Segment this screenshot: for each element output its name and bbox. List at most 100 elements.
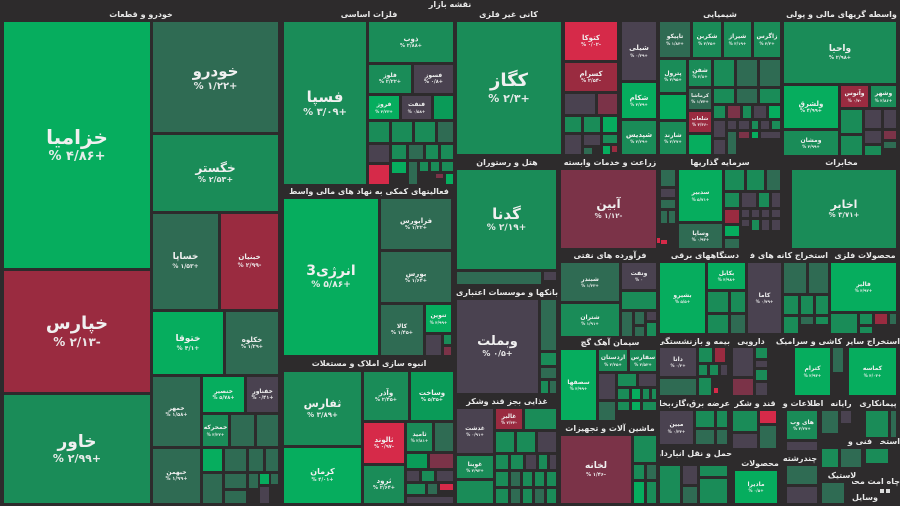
tile-kala[interactable]: کالا +۱/۴۵ % xyxy=(381,305,423,355)
tile-chem-s23[interactable] xyxy=(752,132,758,138)
tile-elec-s2[interactable] xyxy=(731,292,745,312)
tile-chem-s15[interactable] xyxy=(728,121,736,129)
tile-bank-s1[interactable] xyxy=(541,300,556,350)
tile-oil-s4[interactable] xyxy=(647,312,656,320)
tile-metals-s9[interactable] xyxy=(409,145,423,159)
tile-khemehr[interactable]: خمهر +۱/۵۸ % xyxy=(153,377,200,446)
tile-khekaloo[interactable]: خکلوه +۱/۲۹ % xyxy=(226,312,278,374)
sector-header-telecom[interactable]: مخابرات xyxy=(825,158,858,167)
tile-tarood[interactable]: ثرود +۲/۶۴ % xyxy=(364,466,404,503)
tile-keram[interactable]: کترام +۲/۹۳ % xyxy=(795,348,830,395)
tile-shefan[interactable]: شفن +۲/۸ % xyxy=(689,60,711,86)
tile-mach-s2[interactable] xyxy=(634,465,644,479)
tile-inv-s3[interactable] xyxy=(661,200,675,208)
tile-nonmetal-s1[interactable] xyxy=(565,94,595,114)
tile-metals-s1[interactable] xyxy=(434,96,453,119)
tile-nonmetal-s3[interactable] xyxy=(565,117,581,132)
tile-oil-s1[interactable] xyxy=(622,292,656,309)
tile-util-s2[interactable] xyxy=(717,411,727,427)
tile-vazar[interactable]: وآذر +۲/۴۵ % xyxy=(364,372,408,420)
tile-fin-s1[interactable] xyxy=(841,110,862,133)
tile-sesfaha[interactable]: سصفها +۴/۹۹ % xyxy=(561,350,596,420)
tile-bekaba[interactable]: بکابل +۴/۹۸ % xyxy=(708,263,745,289)
tile-food-s12[interactable] xyxy=(511,472,520,486)
tile-contract-s1[interactable] xyxy=(866,411,888,437)
tile-veh-s1[interactable] xyxy=(880,489,884,493)
sector-header-mass-production[interactable]: چاه امت محصو xyxy=(852,477,900,486)
tile-dana[interactable]: دانا +۰/۲ % xyxy=(660,348,696,376)
tile-mine-s5[interactable] xyxy=(816,296,828,314)
tile-mine-s6[interactable] xyxy=(784,317,798,333)
tile-chem-s7[interactable] xyxy=(760,89,780,103)
tile-shebandar[interactable]: شبندر +۱/۴۳ % xyxy=(561,263,619,301)
sector-header-sugar[interactable]: قند و شکر xyxy=(734,399,776,408)
tile-elec-s1[interactable] xyxy=(708,292,728,312)
sector-header-chemical[interactable]: شیمیایی xyxy=(703,10,737,19)
sector-header-transport[interactable]: حمل و نقل انبارداری و xyxy=(660,449,732,458)
tile-pharma-s3[interactable] xyxy=(756,361,767,367)
tile-kermasha[interactable]: کرماشا +۱/۷۴ % xyxy=(689,89,711,109)
tile-hotel-s2[interactable] xyxy=(544,272,556,280)
tile-fin-s8[interactable] xyxy=(884,142,896,148)
tile-sefars[interactable]: سفارس +۲/۵۲ % xyxy=(630,350,656,371)
tile-akhabar[interactable]: اخابر +۳/۷۱ % xyxy=(792,170,896,248)
tile-venaft[interactable]: ونفت ۰ % xyxy=(622,263,656,289)
tile-gedna[interactable]: گدنا +۲/۱۹ % xyxy=(457,170,556,269)
tile-oil-s6[interactable] xyxy=(647,323,656,336)
tile-chem-s18[interactable] xyxy=(761,121,769,129)
tile-nonmetal-s7[interactable] xyxy=(584,135,600,145)
tile-shedis[interactable]: شپدیس +۲/۲۹ % xyxy=(622,121,656,154)
tile-food-s20[interactable] xyxy=(547,489,556,503)
tile-chem-s8[interactable] xyxy=(714,106,725,118)
tile-ins-s4[interactable] xyxy=(699,365,707,375)
sector-header-metals[interactable]: فلزات اساسی xyxy=(340,10,398,19)
tile-tech-s2[interactable] xyxy=(841,449,861,467)
tile-ins-s1[interactable] xyxy=(699,348,712,362)
tile-ghobina[interactable]: غوبنا +۲/۹۳ % xyxy=(457,456,493,478)
tile-food-s5[interactable] xyxy=(457,481,493,503)
tile-mach-s4[interactable] xyxy=(634,482,644,503)
tile-inv-s20[interactable] xyxy=(725,239,739,248)
sector-header-agriculture[interactable]: زراعت و خدمات وابسته xyxy=(563,158,657,167)
tile-inv-s15[interactable] xyxy=(742,210,749,217)
tile-food-s1[interactable] xyxy=(525,409,556,429)
tile-auto-small-10[interactable] xyxy=(260,474,269,484)
tile-sugar-s1[interactable] xyxy=(733,411,757,431)
tile-bank-s4[interactable] xyxy=(541,381,548,393)
tile-mine-s2[interactable] xyxy=(809,263,828,293)
tile-mach-s1[interactable] xyxy=(634,436,656,462)
tile-mine-s4[interactable] xyxy=(801,296,813,314)
tile-auto-small-7[interactable] xyxy=(203,474,222,503)
tile-auto-small-6[interactable] xyxy=(266,449,278,471)
tile-bourse[interactable]: بورس +۱/۶۴ % xyxy=(381,252,451,302)
tile-mabin[interactable]: مبین +۰/۳۴ % xyxy=(660,411,693,444)
tile-khebahman[interactable]: خبهمن +۱/۹۹ % xyxy=(153,449,200,503)
sector-header-metal-products[interactable]: محصولات فلزی xyxy=(834,251,896,260)
tile-chem-s4[interactable] xyxy=(660,95,686,119)
tile-realestate-s7[interactable] xyxy=(407,484,425,494)
sector-header-auto[interactable]: خودرو و قطعات xyxy=(109,10,173,19)
tile-sugar-s4[interactable] xyxy=(760,426,776,448)
tile-vahia[interactable]: واحیا +۲/۹۸ % xyxy=(784,22,896,83)
tile-metals-s6[interactable] xyxy=(369,145,389,162)
tile-inv-s17[interactable] xyxy=(762,210,769,217)
tile-bank-s2[interactable] xyxy=(541,353,556,365)
tile-valashrag[interactable]: ولشرق +۴/۹۹ % xyxy=(784,86,838,128)
tile-agri-s1[interactable] xyxy=(657,238,660,243)
tile-auto-small-12[interactable] xyxy=(225,491,246,503)
tile-mprod-s5[interactable] xyxy=(860,327,872,333)
tile-chem-s1[interactable] xyxy=(714,60,734,86)
tile-ins-s3[interactable] xyxy=(660,379,696,395)
tile-kama[interactable]: کاما +۰/۷۹ % xyxy=(748,263,781,333)
sector-header-oil-products[interactable]: فرآورده های نفتی xyxy=(573,251,647,260)
tile-vesakht[interactable]: وساخت +۵/۳۵ % xyxy=(411,372,453,420)
tile-realestate-s10[interactable] xyxy=(407,497,453,503)
tile-vatoos[interactable]: وآتوس -۰/۷ % xyxy=(841,86,868,107)
tile-metals-s7[interactable] xyxy=(369,165,389,184)
tile-inv-s10[interactable] xyxy=(725,193,739,207)
tile-chem-s22[interactable] xyxy=(739,132,749,138)
tile-inv-s22[interactable] xyxy=(752,220,759,230)
tile-mine-s1[interactable] xyxy=(784,263,806,293)
tile-auto-small-5[interactable] xyxy=(249,449,263,471)
tile-inv-s4[interactable] xyxy=(661,211,667,223)
